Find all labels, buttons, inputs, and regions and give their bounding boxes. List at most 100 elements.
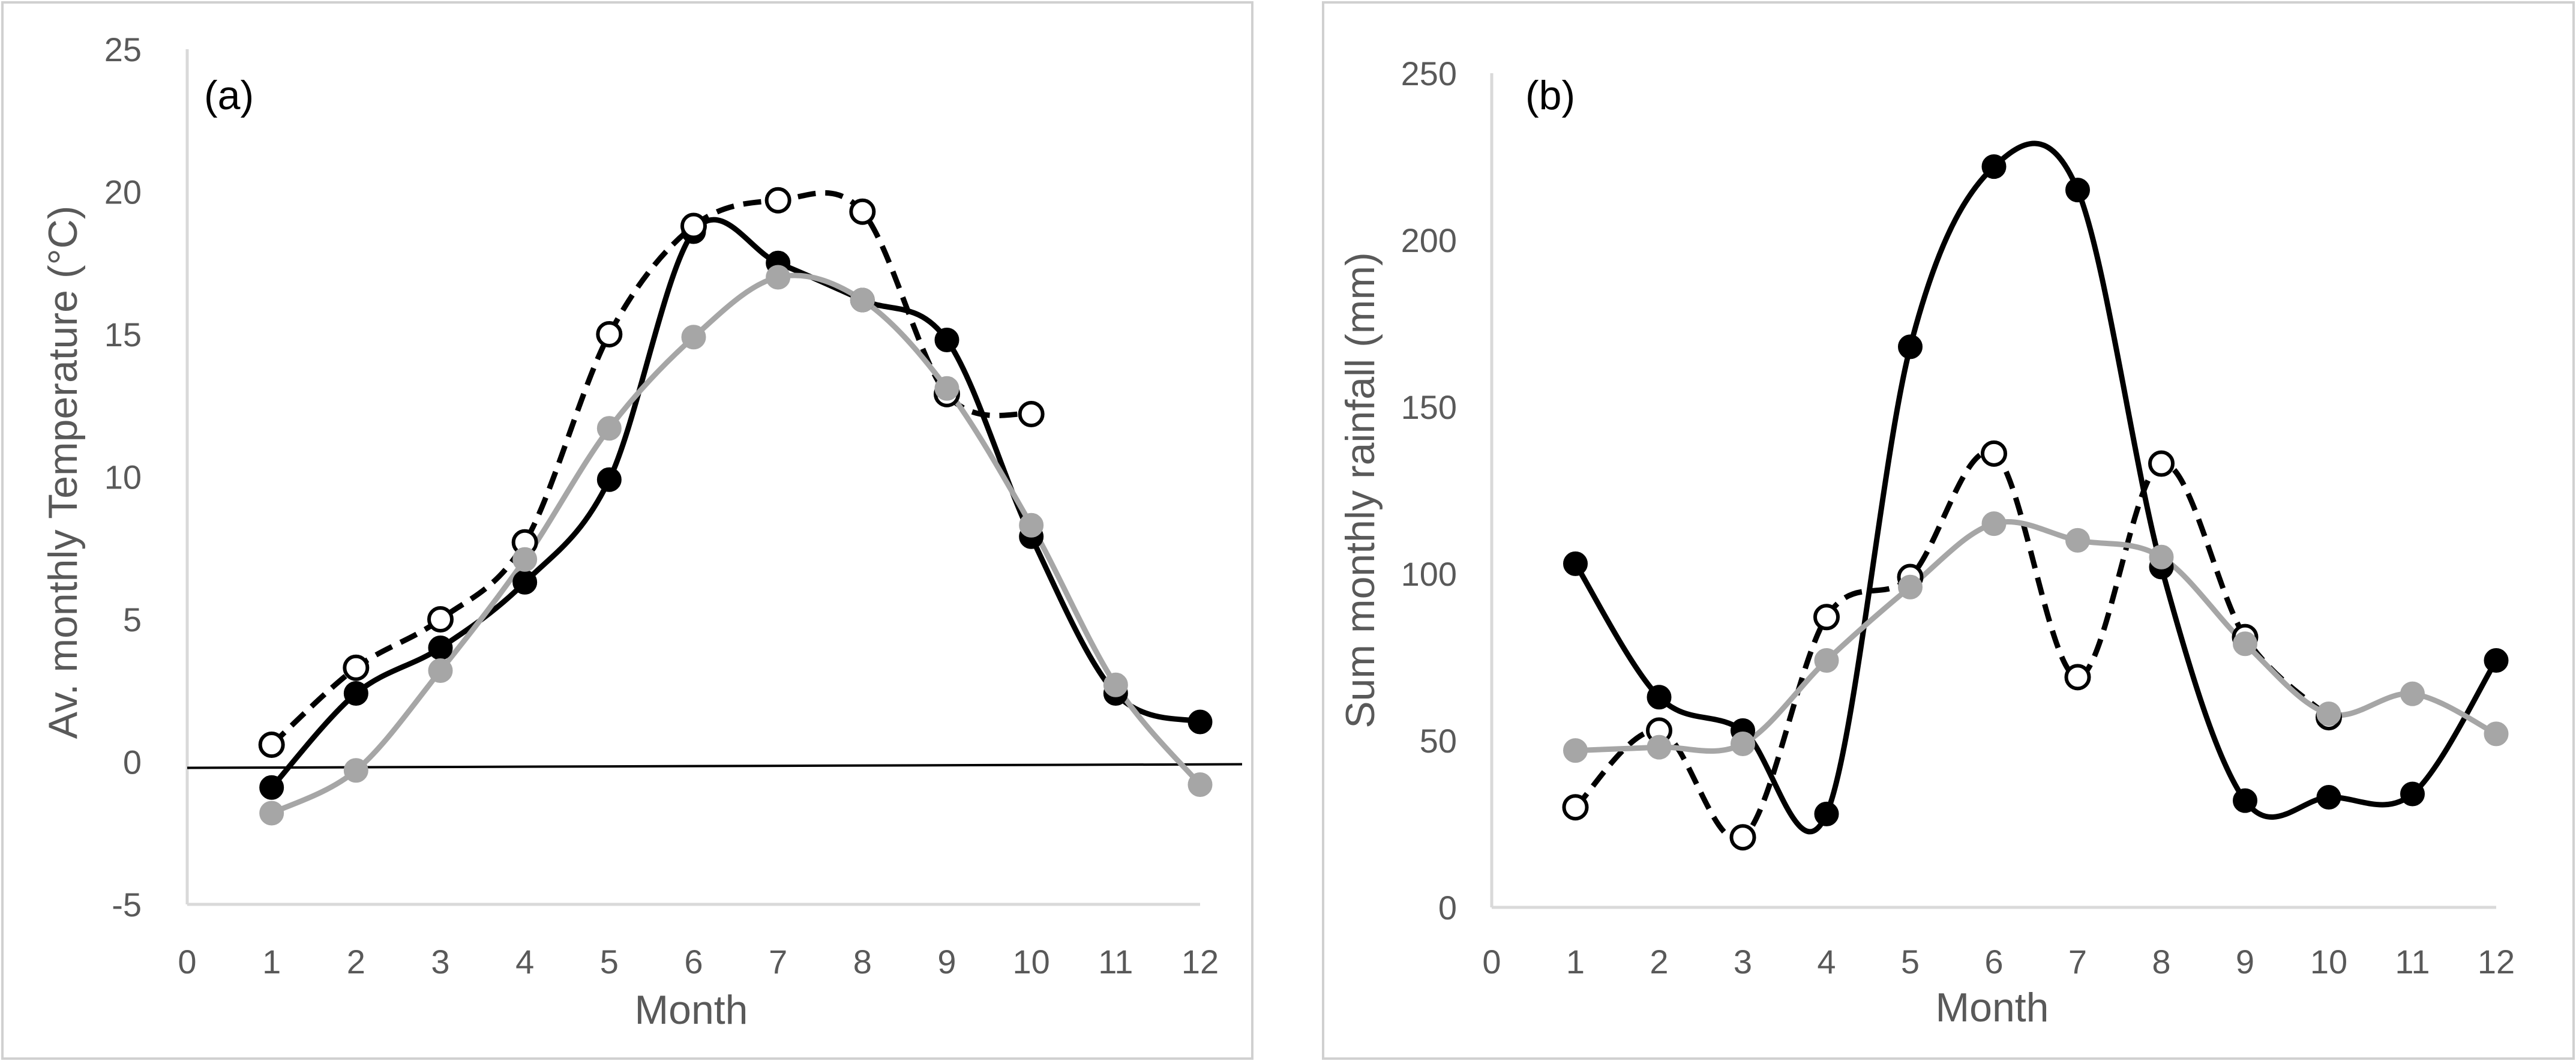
panel-b-point-black-filled (1563, 551, 1588, 576)
panel-a-point-black-filled (934, 328, 959, 352)
panel-a-temperature-chart: (a) Month Av. monthly Temperature (°C) 0… (1, 1, 1253, 1060)
panel-b-point-black-filled (1814, 801, 1839, 826)
panel-a-point-grey-filled (1187, 772, 1213, 797)
panel-b-y-tick-label: 0 (1438, 889, 1457, 927)
panel-b-x-tick-label: 0 (1482, 943, 1501, 981)
panel-b-point-grey-filled (1647, 735, 1672, 760)
panel-a-point-black-filled (1187, 709, 1213, 735)
panel-a-x-tick-label: 9 (937, 943, 956, 981)
panel-a-y-tick-label: 0 (123, 744, 142, 781)
panel-b-point-grey-filled (1981, 511, 2007, 537)
panel-b-x-tick-label: 4 (1817, 943, 1836, 981)
panel-a-point-open-dashed (427, 606, 454, 633)
panel-b-x-tick-label: 11 (2395, 943, 2430, 981)
panel-a-point-grey-filled (596, 416, 622, 441)
panel-a-point-open-dashed (764, 187, 791, 214)
panel-b-point-open-dashed (1562, 794, 1589, 821)
panel-b-x-tick-label: 12 (2478, 943, 2515, 981)
panel-a-x-tick-label: 3 (431, 943, 449, 981)
panel-b-x-tick-label: 10 (2310, 943, 2347, 981)
panel-a-y-axis-title: Av. monthly Temperature (°C) (40, 206, 86, 739)
panel-a-point-grey-filled (343, 758, 368, 783)
panel-b-point-grey-filled (2149, 544, 2174, 570)
panel-a-label: (a) (204, 73, 254, 118)
panel-a-point-open-dashed (596, 321, 623, 347)
panel-b-x-tick-label: 9 (2236, 943, 2254, 981)
panel-a-x-tick-label: 6 (684, 943, 703, 981)
panel-a-point-open-dashed (849, 198, 876, 225)
panel-a-point-grey-filled (681, 325, 706, 350)
panel-b-y-tick-label: 250 (1401, 55, 1457, 92)
panel-b-point-grey-filled (1563, 738, 1588, 763)
panel-a-point-grey-filled (1019, 512, 1044, 538)
panel-b-label: (b) (1525, 73, 1575, 118)
panel-b-point-grey-filled (2233, 631, 2257, 657)
panel-b-frame (1322, 1, 2575, 1060)
panel-b-x-tick-label: 7 (2068, 943, 2087, 981)
panel-b-point-open-dashed (1981, 440, 2007, 467)
panel-b-point-black-filled (2484, 648, 2509, 673)
panel-a-point-grey-filled (428, 658, 453, 683)
panel-b-x-tick-label: 2 (1650, 943, 1668, 981)
panel-a-y-tick-label: 20 (104, 173, 142, 211)
panel-a-point-open-dashed (258, 732, 285, 758)
panel-a-point-grey-filled (512, 547, 538, 572)
panel-a-y-tick-label: 10 (104, 458, 142, 496)
panel-b-point-grey-filled (2316, 702, 2341, 727)
panel-a-point-grey-filled (850, 287, 875, 313)
panel-a-y-tick-label: -5 (112, 886, 142, 924)
panel-b-point-grey-filled (1814, 648, 1839, 673)
panel-b-x-tick-label: 8 (2152, 943, 2170, 981)
panel-a-x-tick-label: 4 (515, 943, 534, 981)
panel-b-point-grey-filled (1731, 732, 1755, 757)
panel-a-point-black-filled (596, 467, 622, 492)
panel-b-point-grey-filled (2065, 527, 2090, 553)
panel-b-point-open-dashed (1729, 824, 1756, 851)
panel-a-frame (1, 1, 1253, 1060)
panel-b-point-black-filled (2316, 785, 2341, 810)
panel-b-point-grey-filled (2400, 681, 2425, 706)
panel-a-x-tick-label: 5 (600, 943, 619, 981)
panel-b-y-tick-label: 100 (1401, 555, 1457, 593)
panel-b-point-black-filled (1981, 154, 2007, 179)
panel-a-point-black-filled (259, 775, 284, 800)
panel-b-point-open-dashed (2064, 664, 2091, 691)
panel-b-point-open-dashed (2148, 450, 2175, 477)
panel-b-point-open-dashed (1813, 604, 1840, 631)
panel-b-point-grey-filled (2484, 721, 2509, 747)
panel-a-x-tick-label: 1 (262, 943, 281, 981)
panel-a-point-grey-filled (1103, 672, 1128, 697)
panel-a-x-axis-title: Month (635, 987, 748, 1033)
panel-b-x-tick-label: 6 (1984, 943, 2003, 981)
panel-b-y-tick-label: 150 (1401, 388, 1457, 426)
panel-a-point-black-filled (343, 681, 368, 706)
panel-b-point-black-filled (2400, 781, 2425, 807)
panel-a-x-tick-label: 7 (769, 943, 787, 981)
panel-a-point-grey-filled (766, 265, 791, 290)
panel-a-series-line-open-dashed (269, 190, 1032, 747)
panel-a-x-tick-label: 0 (178, 943, 196, 981)
panel-b-point-black-filled (2065, 178, 2090, 203)
panel-a-y-tick-label: 5 (123, 601, 142, 639)
panel-b-point-black-filled (2233, 788, 2257, 813)
panel-a-point-black-filled (512, 570, 538, 595)
panel-a-y-tick-label: 15 (104, 316, 142, 353)
panel-a-point-open-dashed (680, 212, 707, 239)
panel-b-x-axis-title: Month (1936, 985, 2049, 1030)
panel-b-point-black-filled (1647, 685, 1672, 710)
panel-b-point-grey-filled (1898, 574, 1923, 600)
panel-a-x-tick-label: 11 (1098, 943, 1133, 981)
panel-b-y-tick-label: 200 (1401, 221, 1457, 259)
panel-a-y-tick-label: 25 (104, 31, 142, 68)
panel-a-point-grey-filled (934, 376, 959, 401)
panel-a-x-tick-label: 12 (1181, 943, 1219, 981)
panel-b-x-tick-label: 3 (1734, 943, 1752, 981)
panel-a-point-open-dashed (343, 654, 370, 681)
panel-b-x-tick-label: 1 (1566, 943, 1585, 981)
panel-b-y-axis-title: Sum monthly rainfall (mm) (1338, 252, 1383, 729)
panel-b-y-tick-label: 50 (1420, 722, 1457, 760)
panel-a-point-open-dashed (1018, 401, 1045, 427)
panel-a-point-grey-filled (259, 801, 284, 826)
